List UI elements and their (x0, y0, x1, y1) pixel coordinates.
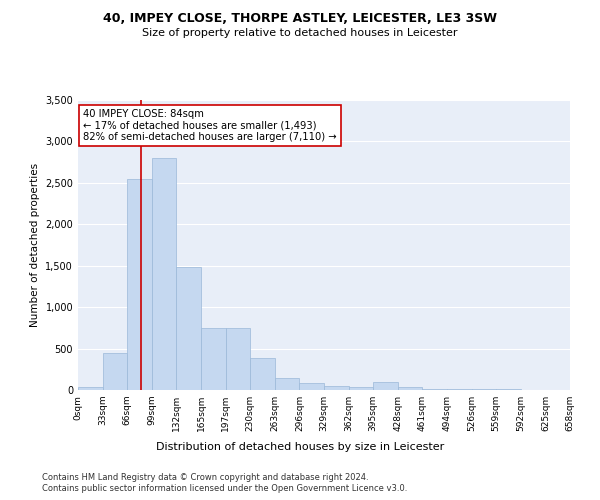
Text: Distribution of detached houses by size in Leicester: Distribution of detached houses by size … (156, 442, 444, 452)
Bar (299, 382, 324, 390)
Bar (226, 328, 250, 390)
Bar (422, 389, 447, 390)
Bar (447, 389, 472, 390)
Bar (201, 328, 226, 390)
Bar (324, 386, 349, 390)
Bar (275, 378, 299, 390)
Bar (398, 386, 422, 390)
Bar (127, 178, 152, 390)
Text: Contains public sector information licensed under the Open Government Licence v3: Contains public sector information licen… (42, 484, 407, 493)
Bar (373, 382, 398, 390)
Bar (78, 386, 103, 390)
Bar (103, 352, 127, 390)
Bar (349, 386, 373, 390)
Text: Size of property relative to detached houses in Leicester: Size of property relative to detached ho… (142, 28, 458, 38)
Bar (152, 158, 176, 390)
Y-axis label: Number of detached properties: Number of detached properties (30, 163, 40, 327)
Bar (250, 358, 275, 390)
Text: 40, IMPEY CLOSE, THORPE ASTLEY, LEICESTER, LE3 3SW: 40, IMPEY CLOSE, THORPE ASTLEY, LEICESTE… (103, 12, 497, 26)
Text: 40 IMPEY CLOSE: 84sqm
← 17% of detached houses are smaller (1,493)
82% of semi-d: 40 IMPEY CLOSE: 84sqm ← 17% of detached … (83, 108, 337, 142)
Bar (176, 268, 201, 390)
Text: Contains HM Land Registry data © Crown copyright and database right 2024.: Contains HM Land Registry data © Crown c… (42, 472, 368, 482)
